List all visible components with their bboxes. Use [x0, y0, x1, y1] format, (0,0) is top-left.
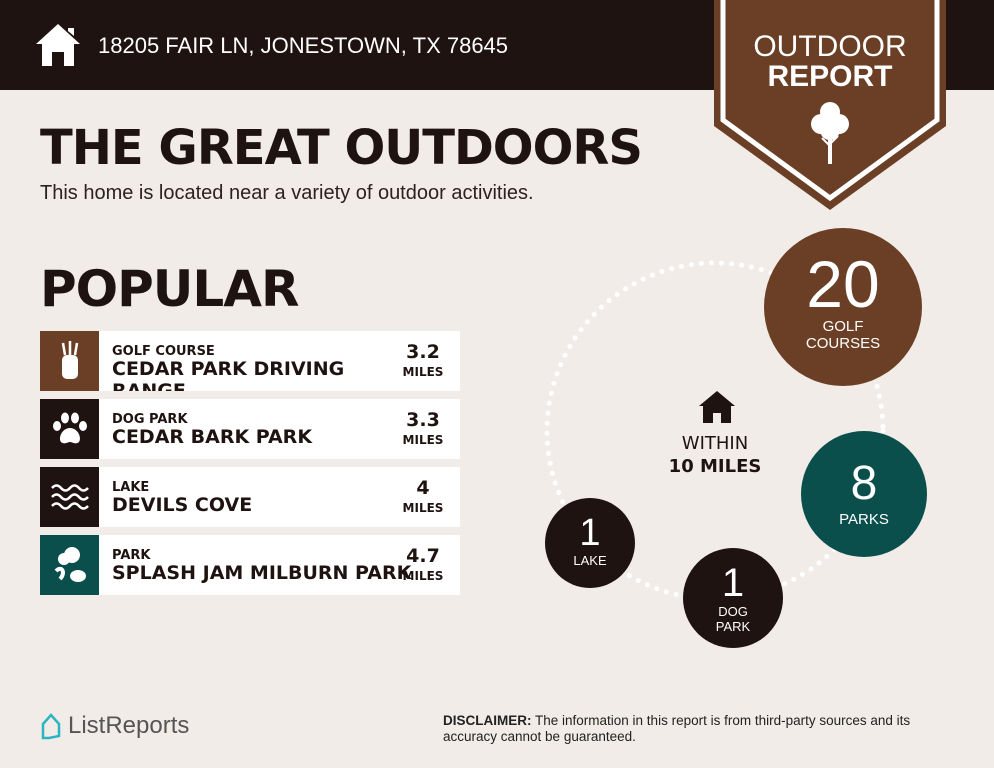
item-name: CEDAR BARK PARK [112, 426, 313, 448]
banner-line1: OUTDOOR [753, 30, 907, 63]
dog-park-count-circle: 1 DOG PARK [683, 548, 783, 648]
list-item-park: PARK SPLASH JAM MILBURN PARK 4.7 MILES [40, 535, 460, 595]
list-item-dog-park: DOG PARK CEDAR BARK PARK 3.3 MILES [40, 399, 460, 459]
disclaimer-label: DISCLAIMER: [443, 713, 532, 728]
page-subtitle: This home is located near a variety of o… [40, 182, 534, 204]
disclaimer-text: The information in this report is from t… [443, 713, 911, 744]
listreports-logo: ListReports [40, 712, 189, 740]
golf-count-circle: 20 GOLF COURSES [764, 228, 922, 386]
address: 18205 FAIR LN, JONESTOWN, TX 78645 [98, 33, 509, 58]
lake-count: 1 [579, 512, 601, 554]
trees-icon [40, 535, 99, 595]
lake-count-circle: 1 LAKE [545, 498, 635, 588]
banner-line2: REPORT [767, 60, 893, 93]
item-name: DEVILS COVE [112, 494, 253, 516]
disclaimer: DISCLAIMER: The information in this repo… [443, 713, 963, 745]
within-label: WITHIN 10 MILES [645, 432, 785, 478]
parks-label: PARKS [839, 511, 889, 528]
paw-icon [40, 399, 99, 459]
within-distance: 10 MILES [668, 456, 762, 477]
item-distance: 3.3 [406, 409, 440, 431]
item-name: CEDAR PARK DRIVING RANGE [112, 358, 345, 391]
popular-heading: POPULAR [40, 260, 299, 318]
within-line1: WITHIN [681, 433, 749, 454]
golf-label-2: COURSES [805, 335, 881, 352]
item-distance: 3.2 [406, 341, 440, 363]
page-title: THE GREAT OUTDOORS [40, 120, 643, 176]
house-icon [699, 391, 735, 423]
item-category: LAKE [112, 480, 150, 495]
dog-park-label: DOG [718, 604, 748, 619]
golf-label: GOLF [822, 318, 864, 335]
parks-count-circle: 8 PARKS [801, 431, 927, 557]
item-category: GOLF COURSE [112, 344, 215, 359]
logo-text: ListReports [68, 712, 190, 739]
item-category: DOG PARK [112, 412, 188, 427]
item-unit: MILES [402, 433, 444, 447]
item-category: PARK [112, 548, 151, 563]
item-unit: MILES [402, 501, 444, 515]
dog-park-label-2: PARK [715, 619, 751, 634]
list-item-golf: GOLF COURSE CEDAR PARK DRIVING RANGE 3.2… [40, 331, 460, 391]
lake-label: LAKE [573, 553, 607, 568]
house-icon [36, 24, 80, 66]
logo-icon [41, 713, 61, 740]
list-item-lake: LAKE DEVILS COVE 4 MILES [40, 467, 460, 527]
item-distance: 4.7 [406, 545, 440, 567]
item-unit: MILES [402, 365, 444, 379]
dog-park-count: 1 [721, 561, 745, 605]
golf-count: 20 [806, 247, 880, 321]
item-distance: 4 [416, 477, 430, 499]
item-unit: MILES [402, 569, 444, 583]
item-name: SPLASH JAM MILBURN PARK [112, 562, 412, 584]
waves-icon [40, 467, 99, 527]
parks-count: 8 [850, 457, 878, 510]
golf-bag-icon [40, 331, 99, 391]
tree-icon [811, 102, 849, 164]
